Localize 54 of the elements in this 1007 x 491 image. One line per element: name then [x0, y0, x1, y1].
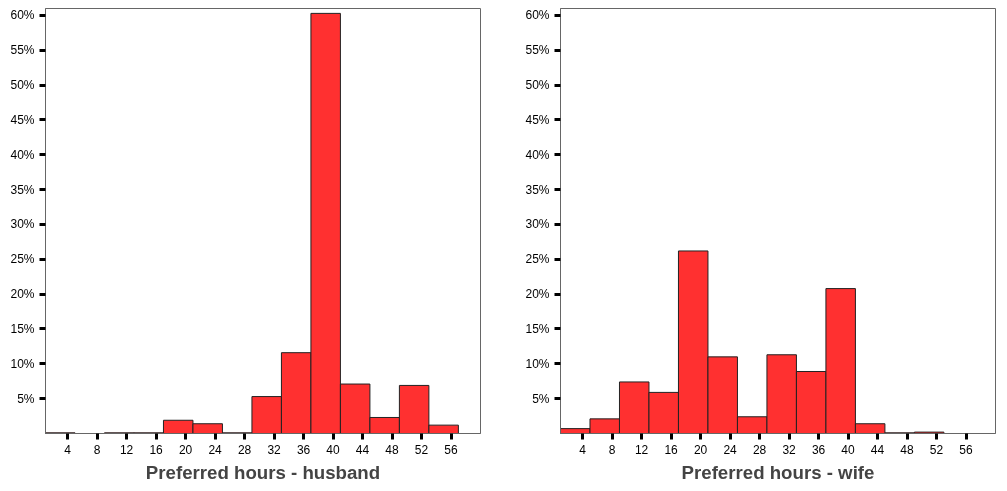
x-tick-label: 20 — [693, 442, 708, 457]
x-tick-label: 16 — [149, 442, 164, 457]
y-tick-label: 5% — [17, 391, 35, 406]
x-tick-label: 36 — [811, 442, 826, 457]
y-tick-label: 50% — [525, 78, 550, 93]
x-tick-label: 56 — [444, 442, 459, 457]
x-tick-label: 48 — [385, 442, 400, 457]
x-tick-label: 28 — [752, 442, 767, 457]
x-tick-label: 40 — [841, 442, 856, 457]
x-tick-label: 8 — [608, 442, 616, 457]
y-tick-label: 35% — [525, 182, 550, 197]
y-tick-label: 60% — [10, 8, 35, 23]
y-tick-label: 30% — [525, 217, 550, 232]
y-tick-label: 30% — [10, 217, 35, 232]
x-tick-label: 44 — [870, 442, 885, 457]
y-tick-label: 50% — [10, 78, 35, 93]
y-tick-label: 25% — [10, 252, 35, 267]
x-tick-label: 48 — [900, 442, 915, 457]
x-tick-label: 4 — [579, 442, 587, 457]
y-tick-label: 55% — [10, 43, 35, 58]
x-tick-label: 12 — [634, 442, 649, 457]
y-tick-label: 55% — [525, 43, 550, 58]
x-tick-label: 16 — [664, 442, 679, 457]
x-tick-label: 40 — [326, 442, 341, 457]
x-tick-label: 36 — [296, 442, 311, 457]
x-axis-title: Preferred hours - wife — [681, 461, 875, 483]
y-tick-label: 5% — [532, 391, 550, 406]
y-tick-label: 40% — [525, 147, 550, 162]
x-tick-label: 44 — [355, 442, 370, 457]
x-tick-label: 32 — [267, 442, 282, 457]
y-tick-label: 10% — [525, 356, 550, 371]
y-tick-label: 15% — [525, 321, 550, 336]
x-tick-label: 20 — [178, 442, 193, 457]
y-tick-label: 20% — [525, 287, 550, 302]
y-tick-label: 10% — [10, 356, 35, 371]
y-tick-label: 45% — [10, 112, 35, 127]
y-tick-label: 15% — [10, 321, 35, 336]
y-tick-label: 40% — [10, 147, 35, 162]
x-tick-label: 56 — [959, 442, 974, 457]
x-tick-label: 32 — [782, 442, 797, 457]
y-tick-label: 35% — [10, 182, 35, 197]
x-tick-label: 24 — [723, 442, 738, 457]
x-tick-label: 4 — [64, 442, 72, 457]
y-tick-label: 45% — [525, 112, 550, 127]
x-tick-label: 8 — [93, 442, 101, 457]
x-tick-label: 28 — [237, 442, 252, 457]
y-tick-label: 20% — [10, 287, 35, 302]
y-tick-label: 25% — [525, 252, 550, 267]
x-axis-title: Preferred hours - husband — [145, 461, 381, 483]
x-tick-label: 52 — [929, 442, 944, 457]
x-tick-label: 24 — [208, 442, 223, 457]
x-tick-label: 12 — [119, 442, 134, 457]
x-tick-label: 52 — [414, 442, 429, 457]
y-tick-label: 60% — [525, 8, 550, 23]
